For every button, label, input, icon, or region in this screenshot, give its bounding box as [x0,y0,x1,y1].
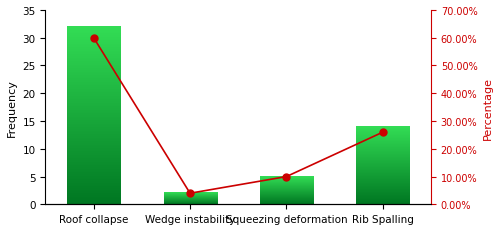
Y-axis label: Frequency: Frequency [7,79,17,137]
Y-axis label: Percentage: Percentage [483,76,493,139]
